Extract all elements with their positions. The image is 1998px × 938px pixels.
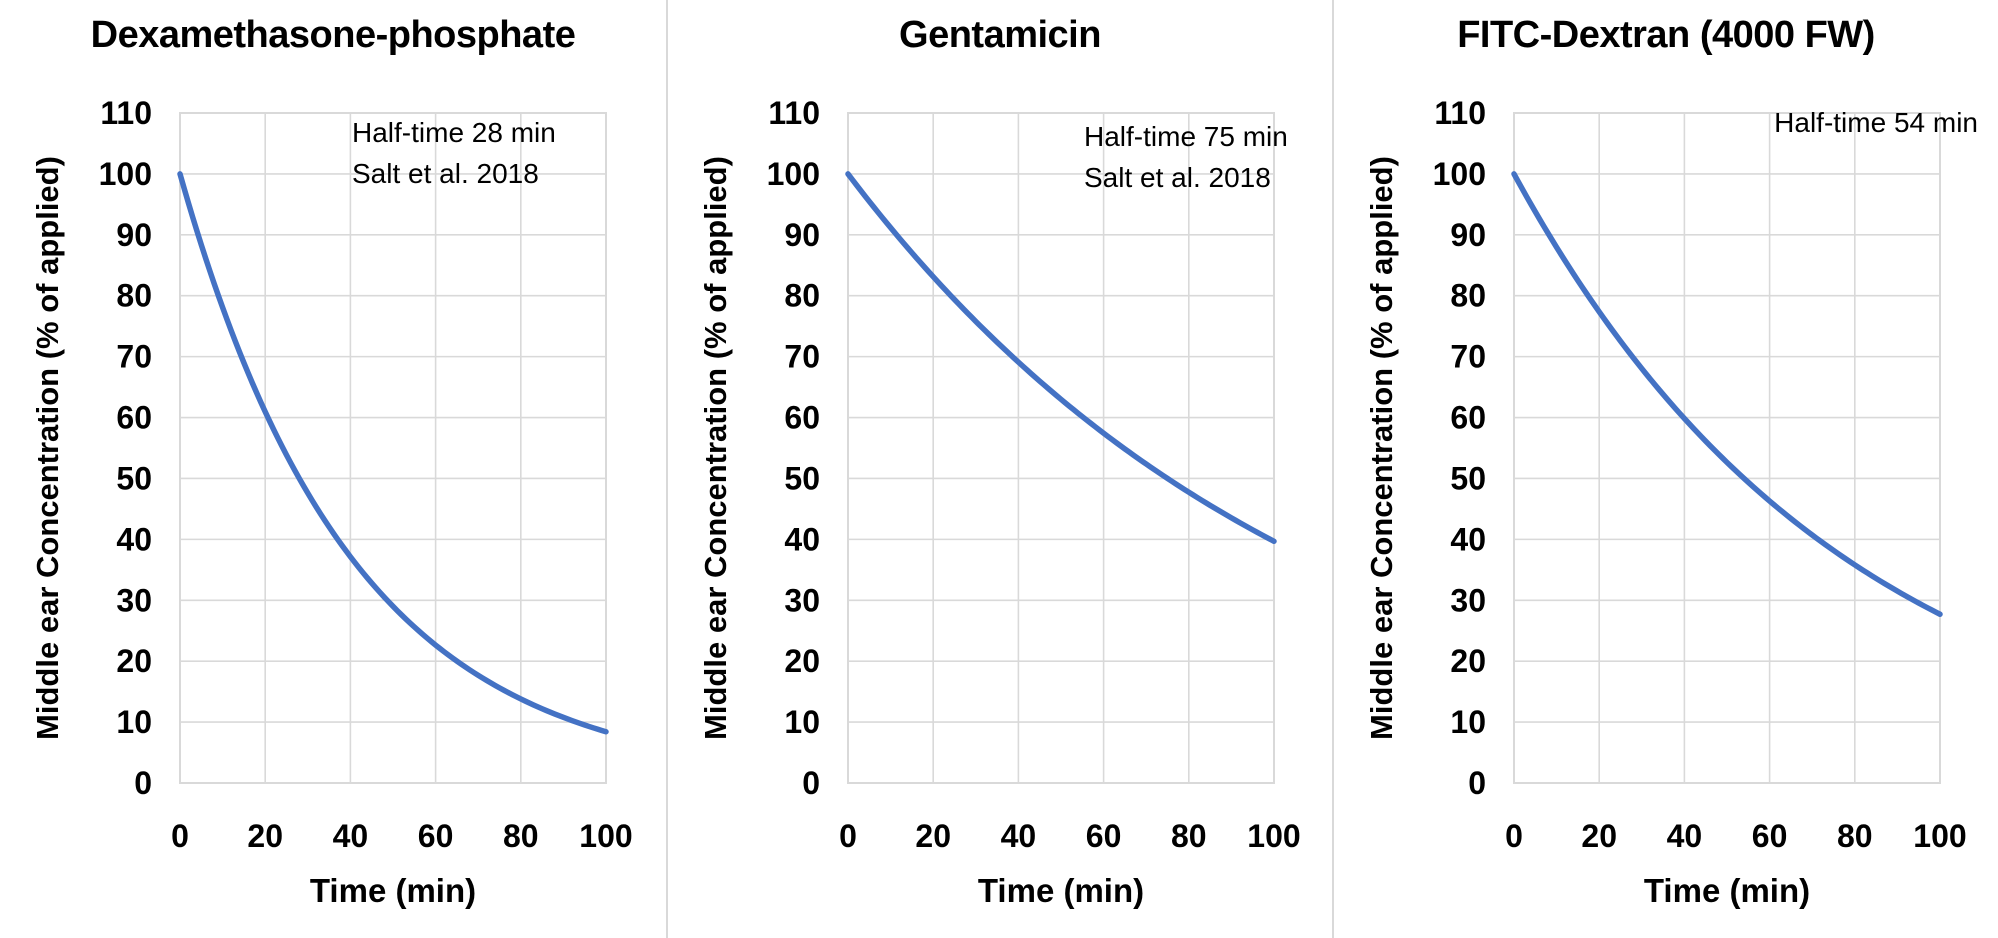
y-tick-labels: 0 10 20 30 40 50 60 70 80 90 100 110 xyxy=(767,95,820,801)
y-tick-label: 60 xyxy=(784,400,820,436)
chart-panel-gentamicin: 0 10 20 30 40 50 60 70 80 90 100 110 0 20 40 60 80 100 Tim… xyxy=(666,0,1332,938)
y-tick-label: 30 xyxy=(784,582,820,618)
gridlines xyxy=(1513,112,1941,784)
y-tick-label: 100 xyxy=(99,156,152,192)
annotation-block: Half-time 75 min Salt et al. 2018 xyxy=(1084,116,1288,198)
y-tick-label: 70 xyxy=(1450,339,1486,375)
y-tick-label: 60 xyxy=(1450,400,1486,436)
decay-curve xyxy=(845,171,1277,545)
y-tick-label: 0 xyxy=(134,765,152,801)
x-tick-label: 40 xyxy=(333,818,369,854)
y-tick-label: 90 xyxy=(1450,217,1486,253)
y-axis-title: Middle ear Concentration (% of applied) xyxy=(698,156,733,740)
y-tick-label: 20 xyxy=(116,643,152,679)
x-tick-label: 20 xyxy=(1581,818,1617,854)
x-axis-title: Time (min) xyxy=(1644,872,1810,909)
plot-border xyxy=(1513,112,1941,784)
chart-title: Dexamethasone-phosphate xyxy=(90,14,576,56)
y-tick-label: 80 xyxy=(784,278,820,314)
annotation-source: Salt et al. 2018 xyxy=(352,158,539,189)
y-tick-label: 110 xyxy=(768,95,820,131)
y-tick-label: 50 xyxy=(116,460,152,496)
y-tick-label: 90 xyxy=(784,217,820,253)
decay-curve xyxy=(1511,171,1943,618)
plot-border xyxy=(847,112,1275,784)
y-tick-label: 10 xyxy=(1450,704,1486,740)
y-tick-label: 60 xyxy=(116,400,152,436)
y-tick-label: 110 xyxy=(1434,95,1486,131)
x-tick-labels: 0 20 40 60 80 100 xyxy=(171,818,633,854)
y-tick-label: 100 xyxy=(1433,156,1486,192)
y-tick-label: 30 xyxy=(1450,582,1486,618)
y-tick-label: 10 xyxy=(116,704,152,740)
chart-panel-fitc-dextran: 0 10 20 30 40 50 60 70 80 90 100 110 0 20 40 60 80 100 Tim… xyxy=(1332,0,1998,938)
y-tick-label: 50 xyxy=(1450,460,1486,496)
x-tick-labels: 0 20 40 60 80 100 xyxy=(839,818,1301,854)
x-tick-label: 20 xyxy=(915,818,951,854)
annotation-halftime: Half-time 28 min xyxy=(352,117,556,148)
chart-title: FITC-Dextran (4000 FW) xyxy=(1457,14,1875,56)
annotation-block: Half-time 28 min Salt et al. 2018 xyxy=(352,112,556,194)
gridlines xyxy=(179,112,607,784)
annotation-source: Salt et al. 2018 xyxy=(1084,162,1271,193)
annotation-halftime: Half-time 75 min xyxy=(1084,121,1288,152)
y-tick-label: 0 xyxy=(1468,765,1486,801)
x-tick-label: 60 xyxy=(1086,818,1122,854)
plot-area: 0 10 20 30 40 50 60 70 80 90 100 110 0 20 40 60 80 100 Tim… xyxy=(30,95,633,909)
y-tick-label: 80 xyxy=(116,278,152,314)
y-axis-title: Middle ear Concentration (% of applied) xyxy=(1364,156,1399,740)
y-tick-label: 50 xyxy=(784,460,820,496)
y-tick-label: 110 xyxy=(100,95,152,131)
y-tick-label: 100 xyxy=(767,156,820,192)
y-tick-label: 90 xyxy=(116,217,152,253)
y-tick-labels: 0 10 20 30 40 50 60 70 80 90 100 110 xyxy=(1433,95,1486,801)
x-tick-label: 0 xyxy=(1505,818,1523,854)
x-tick-label: 80 xyxy=(503,818,539,854)
x-tick-label: 40 xyxy=(1001,818,1037,854)
x-tick-label: 80 xyxy=(1171,818,1207,854)
y-tick-label: 20 xyxy=(1450,643,1486,679)
annotation-block: Half-time 54 min xyxy=(1774,102,1978,143)
x-tick-label: 60 xyxy=(418,818,454,854)
x-tick-label: 80 xyxy=(1837,818,1873,854)
x-tick-label: 20 xyxy=(247,818,283,854)
plot-border xyxy=(179,112,607,784)
x-tick-label: 40 xyxy=(1667,818,1703,854)
y-tick-label: 30 xyxy=(116,582,152,618)
y-tick-label: 10 xyxy=(784,704,820,740)
x-tick-labels: 0 20 40 60 80 100 xyxy=(1505,818,1967,854)
decay-curve xyxy=(177,171,609,735)
y-tick-label: 20 xyxy=(784,643,820,679)
x-tick-label: 100 xyxy=(1247,818,1300,854)
x-tick-label: 100 xyxy=(1913,818,1966,854)
y-tick-label: 70 xyxy=(784,339,820,375)
x-tick-label: 0 xyxy=(171,818,189,854)
annotation-halftime: Half-time 54 min xyxy=(1774,107,1978,138)
y-tick-label: 0 xyxy=(802,765,820,801)
y-tick-label: 40 xyxy=(784,521,820,557)
y-tick-label: 70 xyxy=(116,339,152,375)
plot-area: 0 10 20 30 40 50 60 70 80 90 100 110 0 20 40 60 80 100 Tim… xyxy=(698,95,1301,909)
y-tick-label: 40 xyxy=(1450,521,1486,557)
y-tick-labels: 0 10 20 30 40 50 60 70 80 90 100 110 xyxy=(99,95,152,801)
x-axis-title: Time (min) xyxy=(310,872,476,909)
y-axis-title: Middle ear Concentration (% of applied) xyxy=(30,156,65,740)
x-tick-label: 100 xyxy=(579,818,632,854)
y-tick-label: 40 xyxy=(116,521,152,557)
chart-title: Gentamicin xyxy=(899,14,1101,56)
x-tick-label: 60 xyxy=(1752,818,1788,854)
y-tick-label: 80 xyxy=(1450,278,1486,314)
chart-panel-dexamethasone: 0 10 20 30 40 50 60 70 80 90 100 110 0 20 40 60 80 100 Tim… xyxy=(0,0,666,938)
x-tick-label: 0 xyxy=(839,818,857,854)
plot-area: 0 10 20 30 40 50 60 70 80 90 100 110 0 20 40 60 80 100 Tim… xyxy=(1364,95,1967,909)
gridlines xyxy=(847,112,1275,784)
x-axis-title: Time (min) xyxy=(978,872,1144,909)
